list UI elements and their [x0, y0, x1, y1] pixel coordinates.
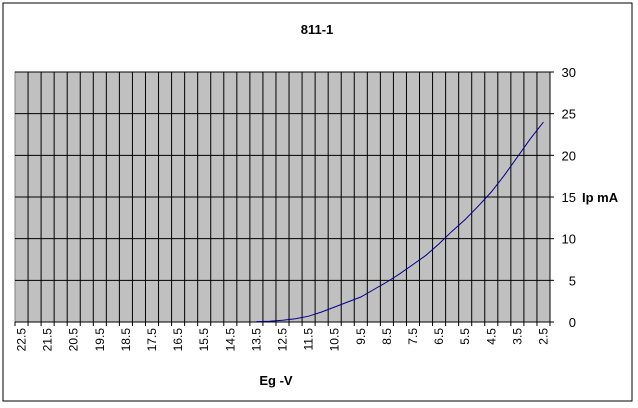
x-tick-label: 8.5: [380, 328, 394, 345]
x-tick-label: 18.5: [119, 328, 133, 352]
x-tick-label: 4.5: [484, 328, 498, 345]
y-tick-label: 15: [562, 190, 576, 205]
gridlines: [15, 71, 551, 323]
x-tick-label: 14.5: [223, 328, 237, 352]
x-axis-label: Eg -V: [259, 373, 293, 388]
x-tick-label: 22.5: [15, 328, 29, 352]
x-tick-label: 20.5: [67, 328, 81, 352]
x-tick-label: 13.5: [249, 328, 263, 352]
y-axis-ticks: 0 5 10 15 20 25 30: [550, 65, 576, 330]
x-tick-label: 2.5: [536, 328, 550, 345]
x-tick-label: 16.5: [171, 328, 185, 352]
x-tick-label: 3.5: [510, 328, 524, 345]
x-tick-label: 10.5: [328, 328, 342, 352]
x-tick-label: 9.5: [354, 328, 368, 345]
x-tick-label: 11.5: [302, 328, 316, 351]
y-axis-label: Ip mA: [582, 190, 619, 205]
y-tick-label: 5: [569, 273, 576, 288]
y-tick-label: 20: [562, 148, 576, 163]
x-axis-ticks: 22.5 21.5 20.5 19.5 18.5 17.5 16.5 15.5 14.5 13.5…: [14, 322, 551, 352]
x-tick-label: 15.5: [197, 328, 211, 352]
y-tick-label: 25: [562, 107, 576, 122]
x-tick-label: 6.5: [432, 328, 446, 345]
x-tick-label: 21.5: [41, 328, 55, 352]
x-tick-label: 12.5: [276, 328, 290, 352]
x-tick-label: 19.5: [93, 328, 107, 352]
series-line-ip: [256, 121, 544, 323]
x-tick-label: 7.5: [406, 328, 420, 345]
x-tick-label: 17.5: [145, 328, 159, 352]
y-tick-label: 0: [569, 315, 576, 330]
y-tick-label: 30: [562, 65, 576, 80]
y-tick-label: 10: [562, 232, 576, 247]
chart-title: 811-1: [301, 22, 334, 37]
x-tick-label: 5.5: [458, 328, 472, 345]
